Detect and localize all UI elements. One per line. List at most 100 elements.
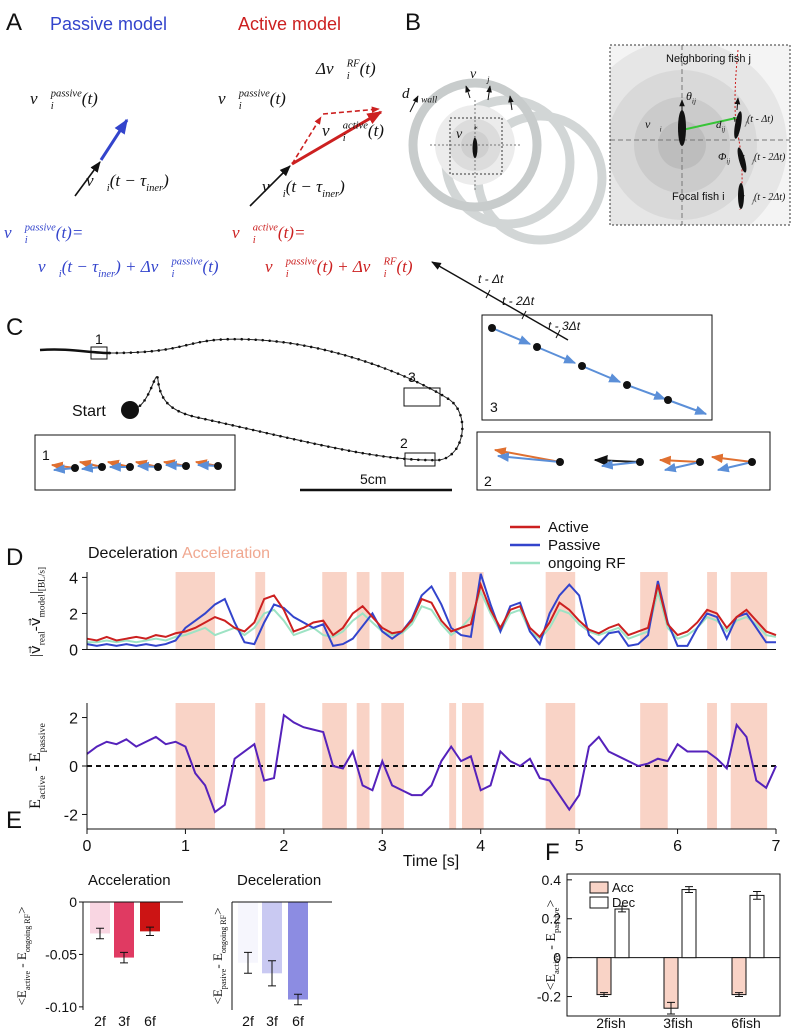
rich-label: <Epasive- Eongoing RF> bbox=[210, 908, 228, 1005]
label-part: i bbox=[347, 71, 350, 82]
label-part: i bbox=[283, 189, 286, 200]
label-part: i bbox=[239, 101, 242, 112]
trajectory-dot bbox=[422, 383, 425, 387]
trajectory-dot bbox=[382, 455, 385, 458]
trajectory-dot bbox=[343, 353, 347, 357]
trajectory-dot bbox=[383, 367, 387, 370]
label-part: [BL/s] bbox=[38, 567, 48, 591]
trajectory-dot bbox=[226, 337, 230, 341]
trajectory-dot bbox=[347, 449, 351, 453]
error-bar bbox=[96, 927, 104, 940]
label-part: iner bbox=[98, 269, 116, 280]
panel-b-inset bbox=[609, 44, 791, 226]
label: 2 bbox=[484, 473, 492, 489]
trajectory-dot bbox=[459, 413, 462, 417]
label-part: ) + Δv⃗ bbox=[114, 257, 171, 276]
trajectory-dot bbox=[424, 458, 427, 462]
label-part: i bbox=[286, 269, 289, 280]
rich-label: v⃗i passive(t) bbox=[30, 88, 98, 112]
rich-label: v⃗i(t − τiner) bbox=[86, 171, 169, 194]
trajectory-dot bbox=[171, 406, 174, 409]
label: 2fish bbox=[596, 1015, 626, 1030]
trajectory-dot bbox=[316, 347, 320, 350]
label-part: * bbox=[473, 124, 478, 134]
rich-label: v⃗i passive(t) bbox=[218, 88, 286, 112]
trajectory-dot bbox=[390, 369, 393, 373]
label-part: <E bbox=[14, 990, 29, 1005]
trajectory-dot bbox=[313, 442, 316, 446]
label: -2 bbox=[64, 807, 78, 824]
label: 2 bbox=[279, 838, 288, 855]
trajectory-dot bbox=[368, 453, 371, 456]
label-part: v⃗ bbox=[265, 257, 286, 276]
label-part: i bbox=[343, 133, 346, 144]
label: Time [s] bbox=[403, 853, 459, 870]
trajectory-dot bbox=[354, 450, 358, 454]
label: E bbox=[6, 807, 22, 834]
label: 4 bbox=[69, 570, 78, 587]
trajectory-dot bbox=[320, 443, 323, 447]
label-part: Φ bbox=[718, 151, 727, 163]
label-part: passive bbox=[37, 723, 48, 753]
rich-label: v⃗i bbox=[645, 117, 662, 134]
label: 3f bbox=[118, 1013, 130, 1029]
trajectory-dot bbox=[296, 343, 299, 346]
trajectory-dot bbox=[247, 338, 251, 341]
trajectory-dot bbox=[245, 427, 248, 430]
label-part: ij bbox=[726, 158, 730, 165]
label-part: model bbox=[38, 594, 48, 618]
label-part: | bbox=[28, 654, 44, 657]
label: -0.10 bbox=[45, 999, 77, 1015]
label: F bbox=[545, 839, 560, 866]
trajectory-dot bbox=[210, 419, 214, 423]
error-bar bbox=[244, 951, 252, 974]
label-part: active bbox=[37, 775, 48, 799]
label: 1 bbox=[95, 331, 103, 347]
rich-label: <Eactive - Epassive> bbox=[544, 900, 561, 991]
label-part: ) bbox=[338, 177, 345, 196]
trajectory-dot bbox=[409, 377, 413, 381]
trajectory-dot bbox=[299, 439, 303, 443]
trajectory-dot bbox=[166, 401, 169, 405]
legend-swatch bbox=[589, 881, 609, 894]
rich-label: |v⃗real-v⃗model|[BL/s] bbox=[28, 567, 48, 657]
label-part: j bbox=[751, 158, 754, 165]
label: 3f bbox=[266, 1013, 278, 1029]
label-part: wall bbox=[421, 96, 437, 106]
trajectory-dot bbox=[115, 351, 119, 355]
trajectory-dot bbox=[377, 364, 380, 368]
label: 6fish bbox=[731, 1015, 761, 1030]
label: 5 bbox=[575, 838, 584, 855]
label-part: v⃗ bbox=[218, 89, 239, 108]
trajectory-dot bbox=[403, 375, 406, 378]
label: C bbox=[6, 314, 23, 341]
trajectory-dot bbox=[396, 372, 400, 375]
trajectory-dot bbox=[282, 341, 285, 344]
rich-label: dij bbox=[716, 119, 725, 133]
acceleration-interval bbox=[381, 703, 404, 829]
label-part: Δv⃗ bbox=[315, 59, 347, 78]
label: -0.2 bbox=[537, 989, 561, 1005]
label-part: θ bbox=[686, 89, 692, 103]
label-part: <E bbox=[544, 974, 559, 990]
trajectory-dot bbox=[156, 376, 159, 379]
acceleration-interval bbox=[322, 572, 347, 650]
bar bbox=[90, 902, 110, 934]
label: 5cm bbox=[360, 471, 386, 487]
trajectory-dot bbox=[219, 338, 223, 341]
trajectory-dot bbox=[268, 339, 271, 343]
label: 2f bbox=[94, 1013, 106, 1029]
trajectory-dot bbox=[357, 358, 360, 361]
trajectory-dot bbox=[138, 404, 142, 407]
label: 3 bbox=[408, 369, 416, 385]
label: 0 bbox=[69, 894, 77, 910]
rich-label: v⃗i(t − τiner) bbox=[262, 177, 345, 200]
trajectory-dot bbox=[460, 434, 463, 438]
error-bar bbox=[753, 891, 761, 900]
trajectory-dot bbox=[340, 448, 344, 451]
acceleration-interval bbox=[449, 572, 457, 650]
label-part: E bbox=[27, 799, 44, 809]
error-bar bbox=[618, 905, 626, 913]
label: 6f bbox=[292, 1013, 304, 1029]
trajectory-dot bbox=[370, 362, 374, 366]
